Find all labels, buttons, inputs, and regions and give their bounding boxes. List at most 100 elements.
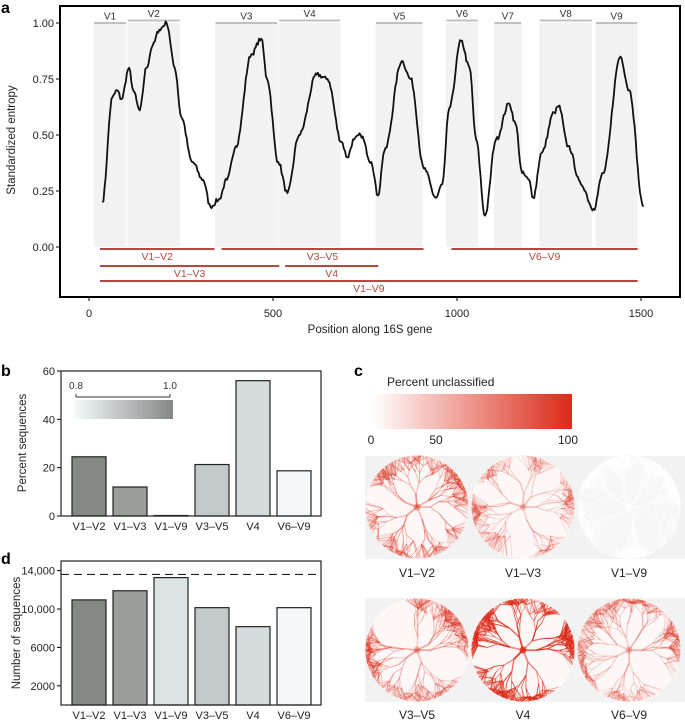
tree-branch [392, 530, 399, 534]
tree-branch [532, 531, 539, 544]
tree-leaf [462, 493, 467, 499]
tree-leaf [530, 460, 546, 471]
tree-branch [554, 508, 562, 513]
tree-leaf [431, 466, 450, 476]
tree-leaf [472, 496, 488, 509]
tree-leaf [472, 514, 480, 516]
tree-leaf [463, 497, 468, 502]
tree-branch [499, 529, 505, 537]
tree-leaf [568, 497, 575, 501]
tree-leaf [471, 507, 482, 511]
tree-leaf [413, 540, 422, 559]
tree-leaf [566, 499, 575, 506]
tree-leaf [391, 462, 397, 476]
tree-branch [520, 483, 525, 495]
tree-branch [425, 529, 430, 542]
tree-branch [510, 502, 524, 508]
tree-branch [449, 486, 460, 490]
tree-leaf [445, 529, 458, 539]
tree-branch [423, 529, 426, 539]
tree-leaf [483, 473, 497, 476]
tree-branch [540, 536, 551, 540]
tree-leaf [452, 527, 463, 531]
tree-leaf [454, 507, 468, 518]
tree-leaf [487, 468, 495, 477]
tree-leaf [491, 532, 497, 548]
tree-leaf [539, 460, 547, 470]
tree-leaf [365, 507, 379, 517]
tree-branch [382, 508, 388, 515]
tree-leaf [421, 545, 426, 558]
tree-leaf [377, 529, 379, 541]
tree-leaf [538, 458, 542, 474]
tree-leaf [471, 503, 480, 514]
tree-leaf [566, 489, 575, 500]
tree-leaf [400, 543, 407, 556]
tree-branch [495, 518, 504, 524]
tree-leaf [448, 468, 452, 478]
tree-leaf [537, 462, 550, 468]
tree-leaf [528, 459, 543, 470]
tree-leaf [391, 461, 393, 477]
tree-leaf [564, 491, 573, 503]
tree-leaf [482, 533, 498, 539]
tree-leaf [568, 486, 571, 497]
tree-leaf [491, 466, 493, 476]
tree-branch [387, 514, 397, 519]
x-tick-label: V1–V9 [154, 521, 187, 533]
tree-leaf [437, 465, 448, 467]
tree-branch [395, 475, 403, 481]
tree-branch [425, 474, 432, 478]
tree-leaf [384, 546, 394, 548]
tree-branch [553, 482, 561, 491]
region-shade-v5 [375, 23, 424, 247]
tree-leaf [471, 504, 488, 513]
tree-leaf [451, 527, 458, 539]
tree-leaf [561, 508, 575, 512]
tree-branch [532, 530, 546, 537]
tree-leaf [565, 495, 574, 505]
tree-leaf [365, 512, 378, 517]
tree-leaf [453, 471, 456, 480]
tree-leaf [479, 477, 492, 480]
tree-leaf [409, 544, 422, 559]
tree-leaf [439, 542, 446, 551]
tree-leaf [457, 477, 460, 484]
tree-leaf [489, 535, 501, 547]
tree-leaf [530, 455, 535, 462]
tree-leaf [419, 455, 421, 464]
tree-branch [547, 501, 558, 504]
x-tick-label: 0 [86, 308, 92, 320]
tree-leaf [449, 472, 456, 489]
tree-leaf [393, 460, 405, 471]
tree-leaf [439, 460, 445, 470]
tree-branch [428, 540, 436, 549]
tree-leaf [404, 456, 411, 463]
tree-leaf [473, 519, 482, 522]
tree-leaf [454, 499, 469, 502]
tree-leaf [375, 476, 389, 480]
tree-leaf [473, 514, 480, 523]
tree-leaf [473, 493, 477, 506]
tree-leaf [433, 542, 440, 556]
x-tick-label: V3–V5 [195, 521, 228, 533]
tree-leaf [487, 465, 493, 480]
tree-leaf [413, 540, 421, 559]
tree-leaf [409, 455, 420, 465]
tree-leaf [550, 535, 564, 539]
tree-leaf [481, 475, 495, 477]
tree-leaf [421, 545, 428, 558]
tree-leaf [530, 461, 548, 471]
tree-leaf [370, 483, 383, 486]
tree-leaf [534, 464, 553, 473]
tree-leaf [560, 479, 567, 484]
tree-leaf [531, 456, 536, 473]
tree-leaf [381, 469, 397, 476]
tree-leaf [453, 485, 465, 497]
tree-branch [531, 529, 540, 537]
tree-leaf [559, 511, 575, 518]
tree-leaf [395, 539, 398, 555]
tree-leaf [538, 467, 557, 474]
tree-leaf [430, 547, 437, 557]
tree-leaf [538, 458, 541, 474]
